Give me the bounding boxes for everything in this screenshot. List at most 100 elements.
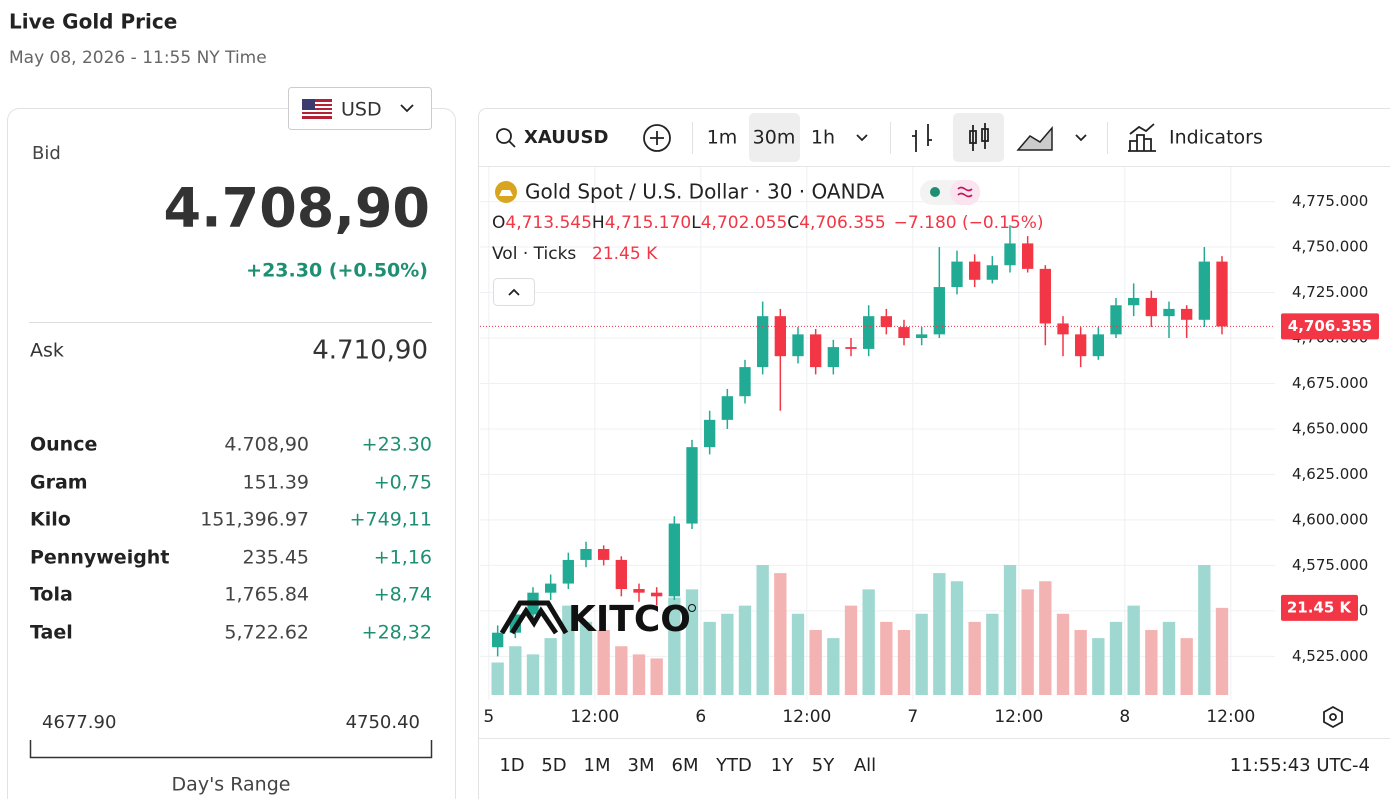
volume-bar [721, 613, 734, 695]
volume-bar [703, 621, 716, 695]
volume-bar [933, 573, 946, 695]
candle-icon-body [981, 128, 989, 142]
unit-price: 1,765.84 [224, 584, 309, 606]
unit-name: Kilo [30, 509, 71, 531]
candle-body [1128, 297, 1140, 306]
interval[interactable]: 1h [811, 127, 835, 149]
interval[interactable]: 30m [753, 127, 796, 149]
indicators-icon[interactable] [1128, 123, 1156, 152]
volume-bar [1021, 589, 1034, 695]
volume-bar [809, 630, 822, 695]
unit-name: Ounce [30, 434, 97, 456]
candle-body [845, 347, 857, 349]
volume-bar [1162, 621, 1176, 695]
candle-body [792, 334, 804, 357]
chevron [400, 104, 414, 113]
indicators[interactable]: Indicators [1169, 127, 1263, 149]
ohlc-value: 4,706.355 [799, 213, 886, 233]
bar-style-icon[interactable] [912, 124, 932, 152]
search-icon[interactable] [496, 128, 512, 144]
range-button[interactable]: 1Y [771, 755, 794, 776]
unit-price: 235.45 [243, 547, 309, 569]
volume-bar [915, 613, 928, 695]
unit-price: 151.39 [243, 472, 309, 494]
candle-body [1039, 268, 1051, 324]
candle-body [721, 396, 733, 420]
volume-bar [1180, 638, 1193, 695]
candle-body [562, 559, 574, 584]
candle-body [704, 419, 716, 448]
volume-title: Vol · Ticks [492, 244, 576, 264]
range-label: Day's Range [172, 774, 291, 796]
add-symbol[interactable] [643, 124, 671, 152]
watermark: KITCO [499, 599, 696, 640]
candle-body [898, 327, 910, 338]
unit-change: +23.30 [362, 434, 432, 456]
range-button[interactable]: 3M [628, 755, 655, 776]
volume-bar [880, 621, 893, 695]
x-tick-label: 5 [483, 707, 494, 727]
volume-legend-value: 21.45 K [592, 244, 658, 264]
volume-bar [579, 621, 593, 695]
volume-bar [1215, 607, 1229, 695]
unit-name: Tola [30, 584, 73, 606]
candle-body [1110, 305, 1122, 335]
volume-bar [862, 589, 875, 695]
y-tick-label: 4,600.000 [1292, 510, 1368, 528]
candle-body [880, 316, 892, 328]
y-tick-label: 4,675.000 [1292, 374, 1368, 392]
volume-tag [1281, 594, 1358, 621]
ask-price: 4.710,90 [312, 336, 428, 366]
plot: 512:00612:00712:00812:004,525.0004,550.0… [480, 167, 1379, 727]
volume-bar [1074, 630, 1087, 695]
y-tick-label: 4,575.000 [1292, 556, 1368, 574]
interval[interactable]: 1m [707, 127, 738, 149]
range-button[interactable]: 6M [672, 755, 699, 776]
candle-style-bg [953, 113, 1004, 162]
gold-bar [499, 190, 513, 196]
candle-body [1216, 261, 1228, 327]
volume-bar [597, 630, 610, 695]
volume-bar [827, 638, 840, 695]
unit-name: Pennyweight [30, 547, 169, 569]
range-button[interactable]: All [854, 755, 876, 776]
candle-body [1004, 243, 1016, 266]
collapse-legend[interactable] [493, 278, 535, 306]
range-button[interactable]: 1M [584, 755, 611, 776]
candle-body [1057, 323, 1069, 335]
plus [650, 131, 664, 145]
symbol[interactable]: XAUUSD [524, 127, 608, 148]
volume-bar [1127, 605, 1140, 695]
candle-body [969, 261, 981, 280]
area-icon[interactable] [1016, 125, 1053, 151]
us-flag [302, 99, 332, 119]
unit-change: +749,11 [350, 509, 432, 531]
range-button[interactable]: 5D [541, 755, 566, 776]
unit-change: +0,75 [374, 472, 432, 494]
candle-icon-body [969, 130, 977, 144]
candle-body [580, 549, 592, 560]
page-title: Live Gold Price [9, 10, 177, 34]
candle-icon[interactable] [972, 123, 986, 151]
x-tick-label: 8 [1119, 707, 1130, 727]
volume-bar [950, 581, 964, 695]
bid-price: 4.708,90 [164, 177, 430, 240]
watermark-text: KITCO [568, 599, 691, 640]
interval-chevron[interactable] [856, 134, 868, 142]
x-tick-label: 12:00 [570, 707, 619, 727]
settings-icon[interactable] [1323, 705, 1343, 729]
range-button[interactable]: 1D [499, 755, 524, 776]
volume-bar [615, 646, 628, 695]
range-button[interactable]: 5Y [812, 755, 835, 776]
ohlc-label: H [592, 213, 605, 233]
volume-bar [1056, 613, 1070, 695]
candle-body [1163, 308, 1175, 317]
candle-body [986, 265, 998, 280]
range-low: 4677.90 [42, 712, 116, 733]
last-price-tag [1281, 313, 1379, 340]
candle-body [1198, 261, 1210, 320]
range-button[interactable]: YTD [715, 755, 752, 776]
style-chevron[interactable] [1075, 134, 1087, 142]
volume-bar [491, 662, 504, 695]
currency[interactable]: USD [341, 99, 382, 121]
